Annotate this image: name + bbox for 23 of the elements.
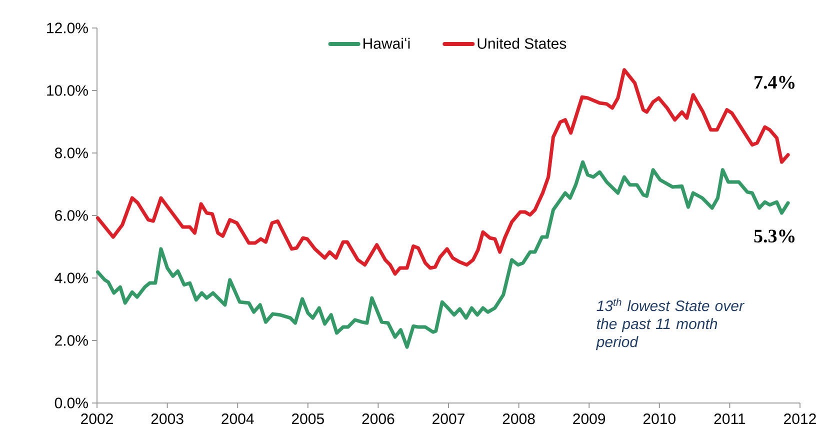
annotation: 5.3% — [754, 230, 794, 243]
y-tick-label: 0.0% — [54, 398, 88, 408]
annotation: 7.4% — [754, 76, 794, 89]
y-tick-label: 12.0% — [47, 22, 88, 34]
x-tick-label: 2003 — [151, 414, 184, 424]
x-tick-label: 2011 — [714, 414, 746, 424]
y-tick-label: 10.0% — [47, 85, 88, 96]
y-tick-label: 8.0% — [54, 148, 88, 158]
y-tick-label: 6.0% — [55, 210, 88, 221]
x-tick-label: 2002 — [81, 414, 113, 424]
x-tick-label: 2009 — [573, 414, 606, 424]
x-tick-label: 2007 — [432, 414, 464, 424]
x-tick-label: 2012 — [784, 414, 816, 424]
annotation: 13$^{th}$ lowest State over the past 11 month period — [596, 298, 744, 350]
x-tick-label: 2008 — [502, 414, 535, 424]
legend-label: Hawaiʻi — [364, 38, 410, 49]
y-tick-label: 2.0% — [55, 335, 88, 346]
x-tick-label: 2005 — [292, 414, 324, 424]
x-tick-label: 2010 — [643, 414, 676, 424]
x-tick-label: 2006 — [362, 414, 394, 424]
y-tick-label: 4.0% — [54, 272, 88, 284]
legend-label: United States — [478, 38, 566, 49]
x-tick-label: 2004 — [222, 414, 254, 424]
